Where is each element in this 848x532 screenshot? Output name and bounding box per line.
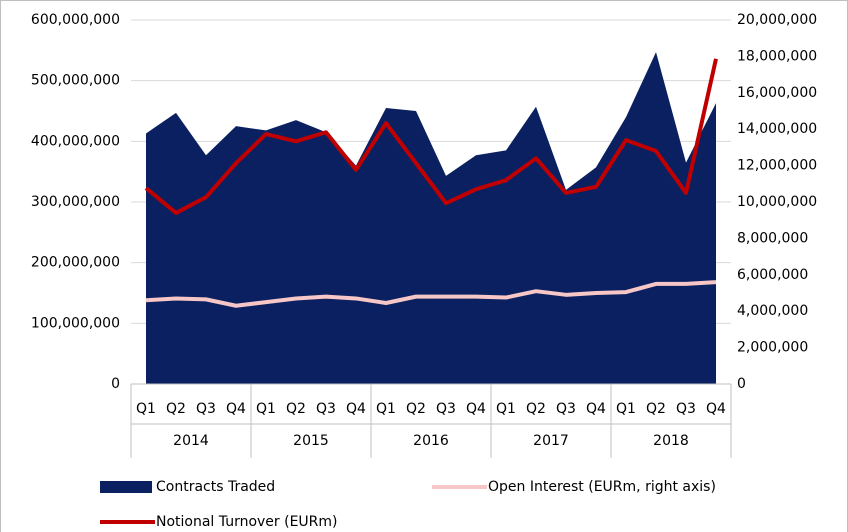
y2-tick-label: 6,000,000 bbox=[737, 267, 808, 283]
x-tick-label: Q2 bbox=[526, 401, 546, 417]
y-tick-label: 300,000,000 bbox=[31, 194, 120, 210]
y2-tick-label: 16,000,000 bbox=[737, 85, 817, 101]
y2-tick-label: 20,000,000 bbox=[737, 12, 817, 28]
x-tick-label: Q4 bbox=[346, 401, 366, 417]
x-tick-label: Q2 bbox=[646, 401, 666, 417]
x-tick-label: Q3 bbox=[556, 401, 576, 417]
area bbox=[146, 52, 716, 385]
y2-tick-label: 12,000,000 bbox=[737, 158, 817, 174]
group-label: 2016 bbox=[413, 433, 449, 449]
x-tick-label: Q1 bbox=[256, 401, 276, 417]
x-tick-label: Q4 bbox=[706, 401, 726, 417]
y2-tick-label: 0 bbox=[737, 376, 746, 392]
y-tick-label: 100,000,000 bbox=[31, 315, 120, 331]
x-tick-label: Q3 bbox=[676, 401, 696, 417]
group-label: 2014 bbox=[173, 433, 209, 449]
legend-label: Open Interest (EURm, right axis) bbox=[488, 479, 716, 495]
line bbox=[144, 58, 718, 215]
line bbox=[145, 280, 717, 308]
group-label: 2018 bbox=[653, 433, 689, 449]
y-tick-label: 0 bbox=[111, 376, 120, 392]
x-tick-label: Q2 bbox=[406, 401, 426, 417]
x-tick-label: Q1 bbox=[376, 401, 396, 417]
group-label: 2017 bbox=[533, 433, 569, 449]
group-label: 2015 bbox=[293, 433, 329, 449]
y-tick-label: 200,000,000 bbox=[31, 255, 120, 271]
y-tick-label: 500,000,000 bbox=[31, 73, 120, 89]
y2-tick-label: 10,000,000 bbox=[737, 194, 817, 210]
x-tick-label: Q1 bbox=[136, 401, 156, 417]
x-tick-label: Q3 bbox=[436, 401, 456, 417]
y-tick-label: 400,000,000 bbox=[31, 133, 120, 149]
y2-tick-label: 8,000,000 bbox=[737, 230, 808, 246]
legend-label: Notional Turnover (EURm) bbox=[156, 514, 338, 530]
y2-tick-label: 14,000,000 bbox=[737, 121, 817, 137]
y-tick-label: 600,000,000 bbox=[31, 12, 120, 28]
y2-tick-label: 18,000,000 bbox=[737, 48, 817, 64]
x-tick-label: Q4 bbox=[586, 401, 606, 417]
x-tick-label: Q3 bbox=[196, 401, 216, 417]
x-tick-label: Q3 bbox=[316, 401, 336, 417]
x-tick-label: Q1 bbox=[496, 401, 516, 417]
x-tick-label: Q4 bbox=[466, 401, 486, 417]
y2-tick-label: 2,000,000 bbox=[737, 340, 808, 356]
y2-tick-label: 4,000,000 bbox=[737, 303, 808, 319]
x-tick-label: Q2 bbox=[286, 401, 306, 417]
legend-label: Contracts Traded bbox=[156, 479, 275, 495]
x-tick-label: Q2 bbox=[166, 401, 186, 417]
legend-swatch bbox=[100, 481, 152, 493]
x-tick-label: Q4 bbox=[226, 401, 246, 417]
x-tick-label: Q1 bbox=[616, 401, 636, 417]
